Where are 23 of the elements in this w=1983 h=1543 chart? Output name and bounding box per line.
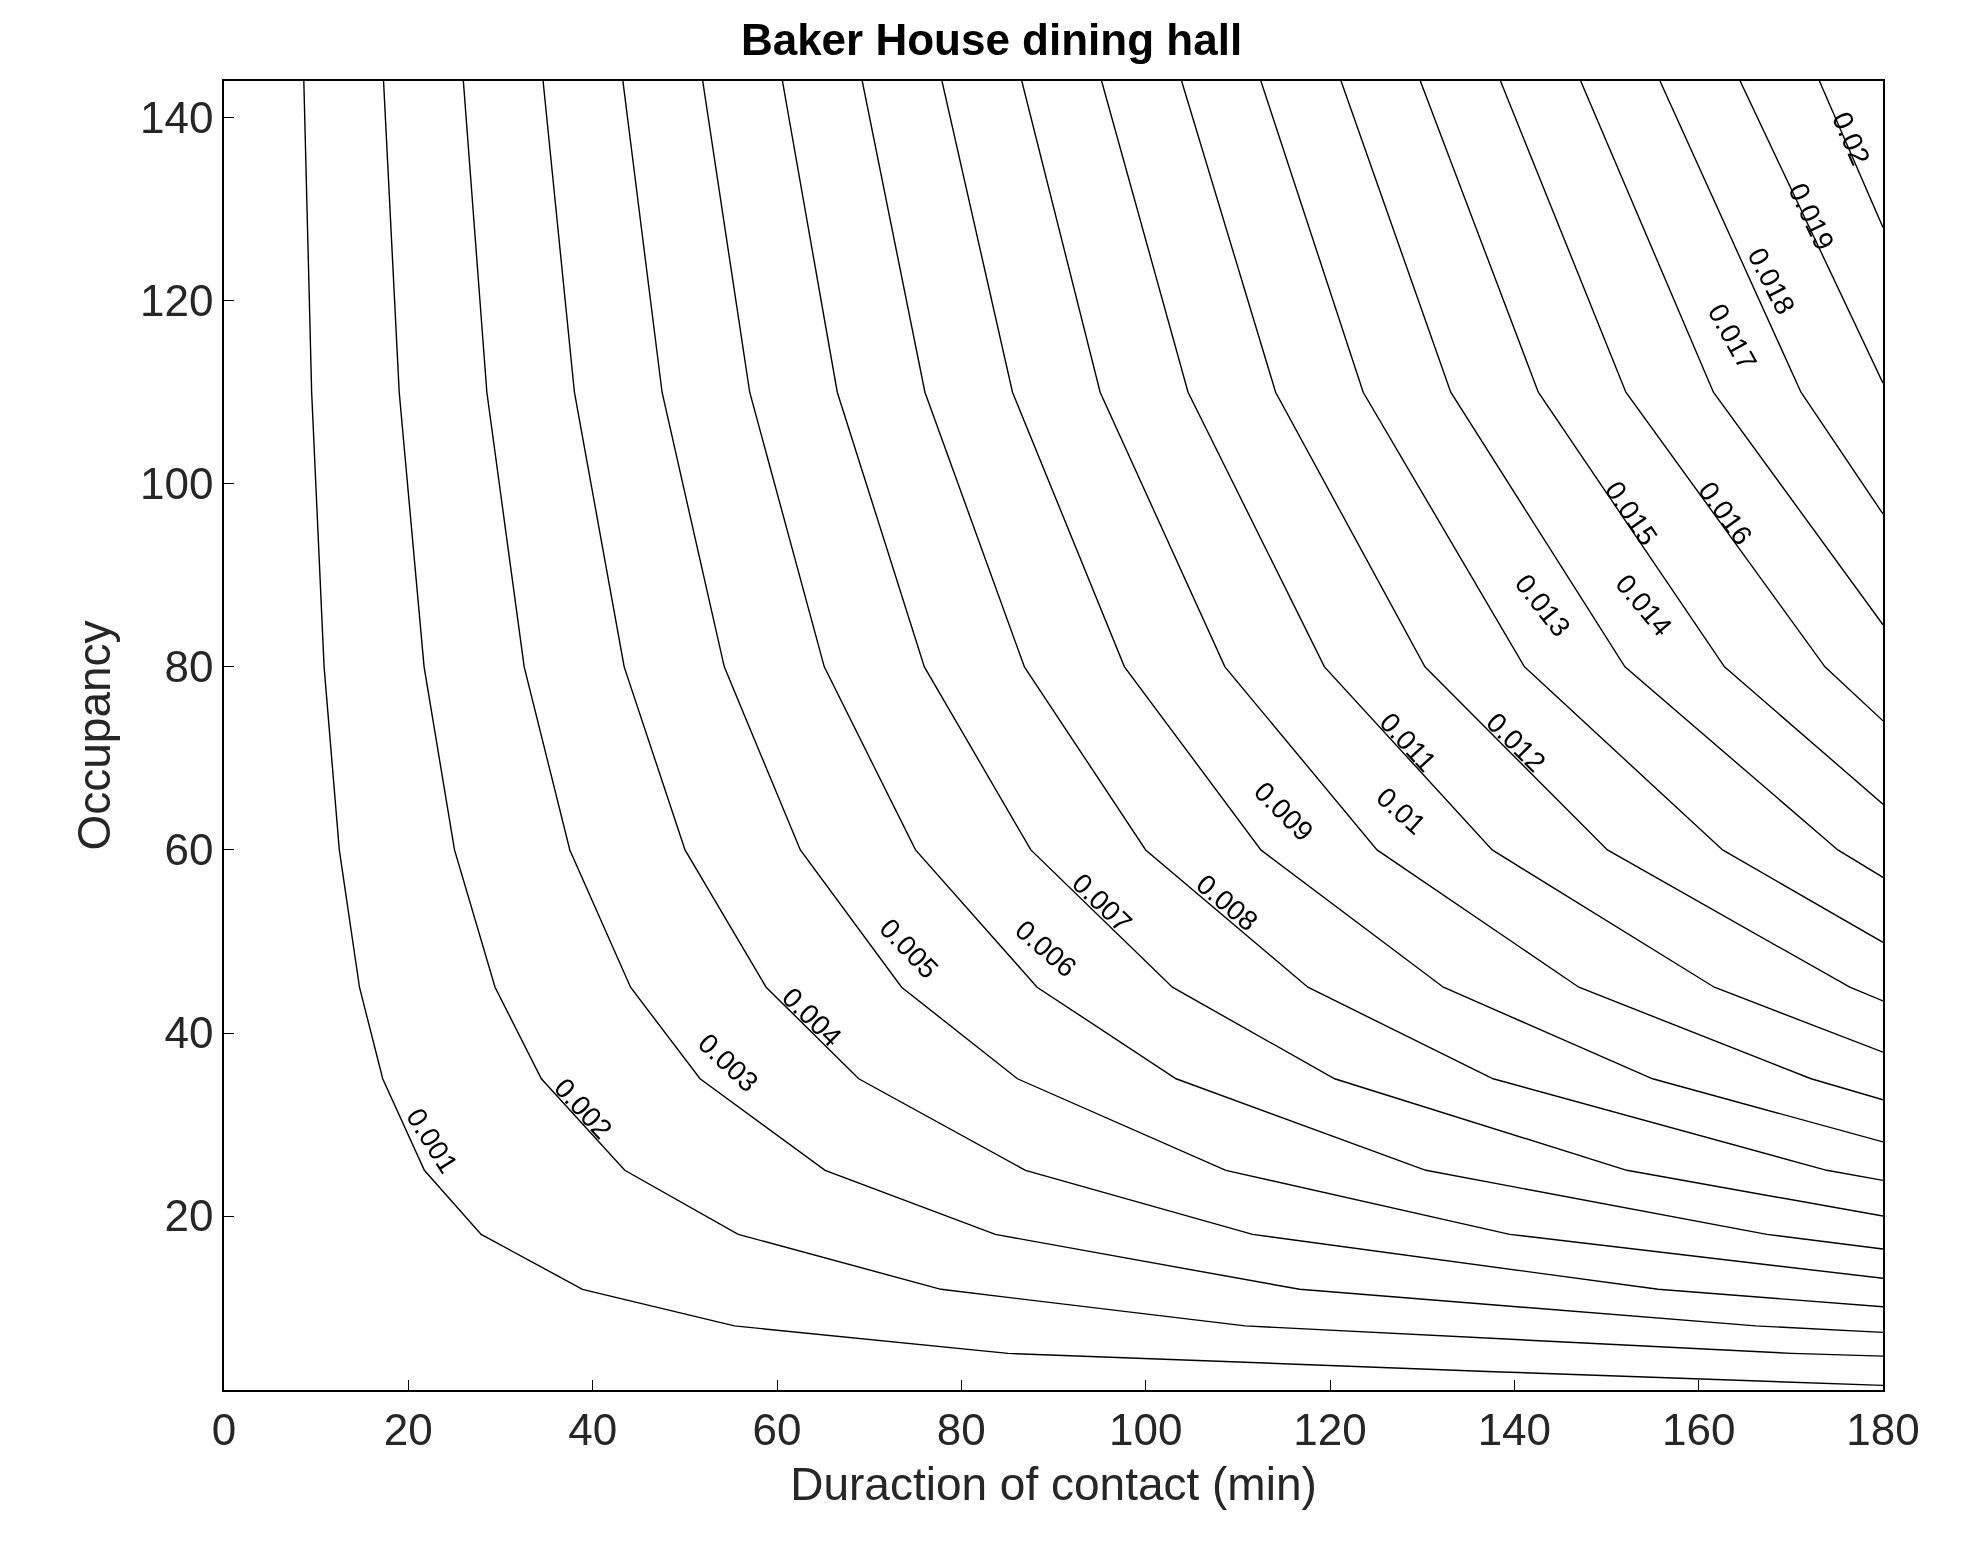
x-tick-label: 100: [1108, 1404, 1183, 1454]
x-tick-label: 40: [568, 1404, 618, 1454]
y-tick-label: 120: [140, 276, 214, 326]
x-tick-label: 0: [211, 1404, 237, 1454]
y-axis-title: Occupancy: [67, 620, 120, 851]
chart-title: Baker House dining hall: [740, 15, 1243, 65]
y-tick-label: 140: [140, 93, 214, 143]
y-tick-label: 20: [164, 1191, 214, 1241]
y-tick-label: 60: [164, 825, 214, 875]
x-tick-label: 120: [1293, 1404, 1367, 1454]
x-tick-label: 20: [383, 1404, 433, 1454]
x-tick-label: 160: [1661, 1404, 1736, 1454]
y-tick-label: 40: [164, 1008, 214, 1058]
x-tick-label: 80: [936, 1404, 986, 1454]
text: 0.02: [1825, 107, 1877, 170]
text: 0.01: [1370, 781, 1432, 841]
text: 0.019: [1782, 178, 1841, 255]
x-axis-title: Duraction of contact (min): [790, 1457, 1317, 1510]
y-tick-label: 80: [164, 642, 214, 692]
y-tick-label: 100: [140, 459, 214, 509]
x-tick-label: 140: [1477, 1404, 1552, 1454]
x-tick-label: 60: [752, 1404, 802, 1454]
x-tick-label: 180: [1846, 1404, 1920, 1454]
